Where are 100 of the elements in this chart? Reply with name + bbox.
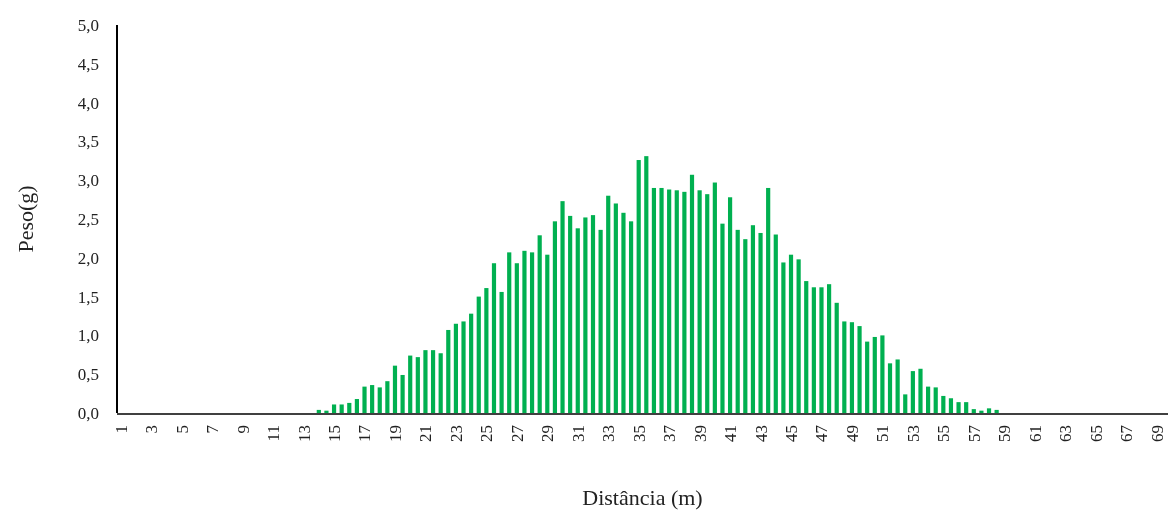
bar [689, 174, 695, 413]
x-tick-label: 5 [172, 425, 192, 434]
bar [446, 329, 451, 413]
x-tick-label: 59 [995, 425, 1015, 442]
bar [811, 287, 816, 413]
x-tick-label: 29 [538, 425, 558, 442]
bar [956, 402, 961, 413]
bar [598, 229, 603, 413]
bar [910, 371, 915, 413]
bar [788, 254, 794, 413]
x-tick-label: 45 [781, 425, 801, 442]
y-tick-label: 4,5 [77, 54, 99, 74]
bar [880, 335, 885, 413]
bar [476, 296, 481, 413]
bar [682, 191, 687, 413]
y-tick-label: 5,0 [77, 15, 99, 35]
bar [667, 189, 672, 413]
x-tick-label: 25 [477, 425, 497, 442]
bar [628, 221, 634, 413]
bar [385, 381, 390, 413]
bar [773, 234, 778, 413]
bar [469, 313, 474, 413]
x-tick-label: 61 [1025, 425, 1045, 442]
x-tick-label: 17 [355, 424, 375, 442]
bar [583, 217, 588, 413]
bar [758, 232, 763, 413]
bar [827, 284, 832, 413]
x-tick-label: 7 [203, 424, 223, 434]
bar [743, 239, 748, 413]
bar [491, 263, 497, 413]
bar [324, 410, 329, 413]
bar [362, 386, 367, 413]
bar [423, 350, 428, 413]
bar [575, 228, 580, 413]
x-tick-label: 9 [233, 425, 253, 434]
bar [926, 386, 931, 413]
x-tick-label: 15 [325, 425, 344, 442]
x-tick-label: 43 [751, 425, 771, 442]
bar [507, 252, 512, 413]
bar [514, 263, 519, 413]
bar [461, 321, 466, 413]
x-tick-label: 41 [721, 425, 741, 442]
bar [400, 374, 405, 413]
bar [644, 156, 649, 413]
bar [316, 409, 321, 413]
x-tick-label: 57 [964, 424, 984, 442]
bar [979, 410, 984, 413]
bar [750, 225, 756, 413]
bar [994, 409, 999, 413]
bar [552, 221, 558, 413]
x-tick-label: 39 [690, 425, 710, 442]
bar [712, 182, 717, 413]
bar [347, 402, 352, 413]
y-tick-label: 0,0 [77, 403, 99, 423]
x-tick-label: 11 [264, 425, 284, 442]
bar [545, 254, 550, 413]
x-tick-label: 37 [660, 424, 680, 442]
bar [430, 350, 436, 413]
bar [453, 323, 458, 413]
bar [819, 287, 824, 413]
bar [941, 395, 946, 413]
bar [339, 404, 344, 413]
x-tick-label: 3 [142, 425, 162, 434]
x-tick-label: 53 [903, 425, 923, 442]
x-tick-label: 33 [599, 425, 619, 442]
bar [331, 404, 337, 413]
bar [834, 302, 839, 413]
bar [415, 357, 420, 413]
x-tick-label: 21 [416, 425, 436, 442]
y-tick-label: 1,5 [77, 287, 99, 307]
x-tick-label: 63 [1056, 425, 1076, 442]
bar [872, 336, 877, 413]
x-tick-label: 69 [1147, 425, 1167, 442]
bar [408, 355, 413, 413]
bar [804, 281, 809, 413]
bar [895, 359, 900, 413]
y-tick-label: 4,0 [77, 93, 99, 113]
bar [948, 398, 954, 413]
x-axis-title: Distância (m) [582, 485, 703, 510]
bar [522, 250, 527, 413]
x-tick-label: 27 [507, 424, 527, 442]
x-tick-label: 23 [446, 425, 466, 442]
bar [651, 187, 657, 413]
y-tick-label: 2,0 [77, 248, 99, 268]
x-tick-label: 55 [934, 425, 954, 442]
x-tick-label: 31 [568, 425, 588, 442]
bar [727, 197, 733, 413]
x-tick-label: 65 [1086, 425, 1106, 442]
bar [705, 194, 710, 413]
bar [659, 187, 664, 413]
x-tick-label: 67 [1117, 424, 1137, 442]
x-tick-label: 49 [842, 425, 862, 442]
bar [865, 341, 870, 413]
bar [377, 387, 382, 413]
bar [735, 229, 740, 413]
y-tick-label: 0,5 [77, 365, 99, 385]
bar [857, 326, 862, 413]
bar [370, 385, 375, 413]
bar [903, 394, 908, 413]
bar [354, 399, 359, 413]
